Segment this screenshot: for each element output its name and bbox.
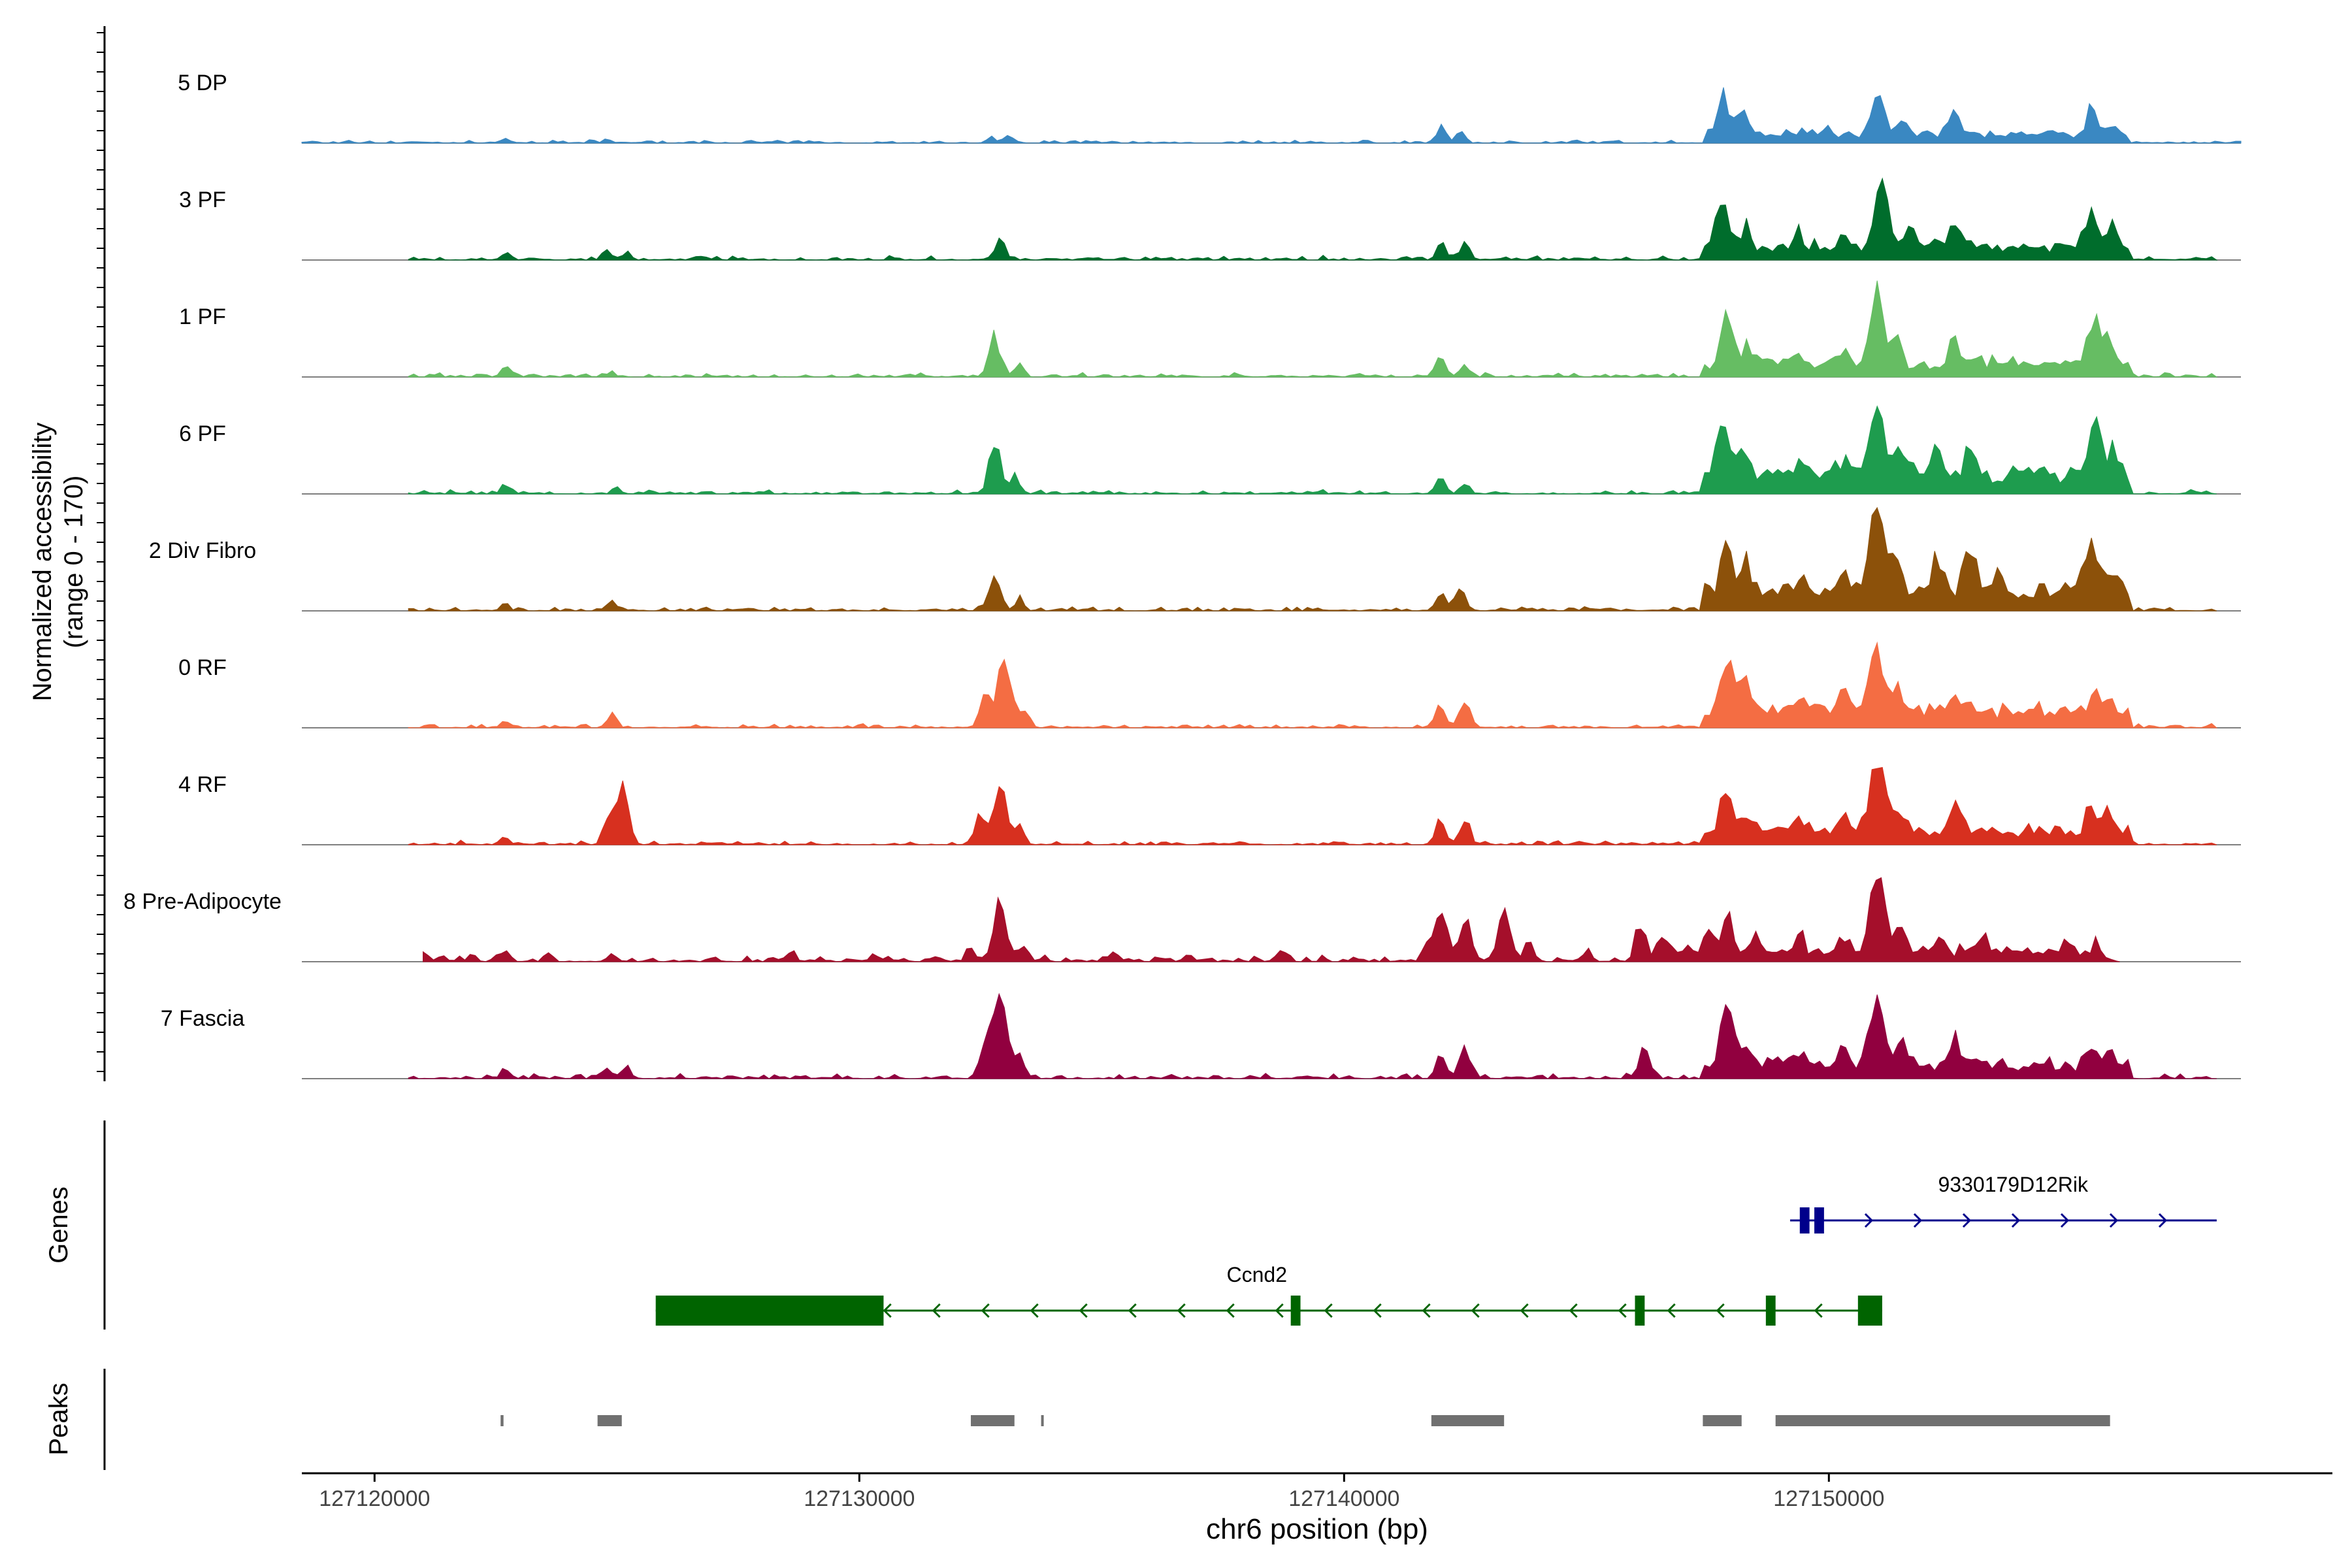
x-tick-label: 127130000 <box>804 1486 915 1511</box>
strand-arrow <box>1422 1303 1431 1318</box>
coverage-track: 0 RF <box>178 641 2241 728</box>
track-label: 8 Pre-Adipocyte <box>123 889 282 914</box>
gene-ccnd2: Ccnd2 <box>655 1263 1882 1326</box>
coverage-area <box>408 405 2217 495</box>
track-label: 1 PF <box>179 304 226 329</box>
strand-arrow <box>1177 1303 1186 1318</box>
coverage-area <box>408 506 2217 612</box>
track-label: 4 RF <box>178 772 227 797</box>
coverage-area <box>301 87 2242 144</box>
peak-track <box>500 1415 2110 1426</box>
gene-exon <box>1814 1207 1824 1233</box>
y-axis-title: Normalized accessibility <box>28 423 57 702</box>
strand-arrow <box>1128 1303 1137 1318</box>
x-tick-label: 127140000 <box>1288 1486 1399 1511</box>
strand-arrow <box>2011 1213 2021 1228</box>
peak-region <box>1775 1415 2110 1426</box>
strand-arrow <box>1471 1303 1480 1318</box>
coverage-track: 3 PF <box>179 177 2241 261</box>
strand-arrow <box>1618 1303 1627 1318</box>
strand-arrow <box>1814 1303 1823 1318</box>
gene-exon <box>1857 1296 1882 1326</box>
strand-arrow <box>1667 1303 1676 1318</box>
strand-arrow <box>883 1303 892 1318</box>
x-axis-title: chr6 position (bp) <box>1206 1513 1428 1545</box>
coverage-area <box>408 767 2217 845</box>
coverage-axis-ticks <box>97 32 105 1072</box>
track-label: 7 Fascia <box>161 1006 245 1031</box>
peak-region <box>500 1415 504 1426</box>
gene-9330179d12rik: 9330179D12Rik <box>1789 1173 2217 1233</box>
strand-arrow <box>1716 1303 1725 1318</box>
peak-region <box>1703 1415 1742 1426</box>
genes-track-label: Genes <box>44 1186 73 1264</box>
gene-track: Ccnd2 9330179D12Rik <box>655 1173 2217 1326</box>
peak-region <box>970 1415 1015 1426</box>
gene-name: 9330179D12Rik <box>1938 1173 2089 1196</box>
gene-name: Ccnd2 <box>1226 1263 1287 1286</box>
strand-arrow <box>2158 1213 2168 1228</box>
coverage-track: 2 Div Fibro <box>149 506 2241 612</box>
y-axis-range: (range 0 - 170) <box>59 476 88 649</box>
strand-arrow <box>981 1303 990 1318</box>
strand-arrow <box>1079 1303 1088 1318</box>
strand-arrow <box>1226 1303 1235 1318</box>
gene-exon <box>1799 1207 1810 1233</box>
coverage-tracks: 5 DP 3 PF 1 PF 6 PF 2 Div Fibro 0 RF 4 RF 8 Pre… <box>123 71 2242 1079</box>
strand-arrow <box>1864 1213 1874 1228</box>
strand-arrow <box>2109 1213 2119 1228</box>
peak-region <box>597 1415 622 1426</box>
coverage-area <box>408 641 2218 728</box>
gene-exon <box>1290 1296 1301 1326</box>
strand-arrow <box>1373 1303 1382 1318</box>
track-label: 5 DP <box>178 71 227 95</box>
track-label: 2 Div Fibro <box>149 538 256 563</box>
coverage-track: 1 PF <box>179 280 2241 378</box>
x-tick-label: 127120000 <box>319 1486 430 1511</box>
track-label: 3 PF <box>179 188 226 212</box>
x-axis-ticks: 127120000 127130000 127140000 127150000 <box>319 1473 1884 1511</box>
strand-arrow <box>1913 1213 1923 1228</box>
strand-arrow <box>1030 1303 1039 1318</box>
strand-arrow <box>1962 1213 1972 1228</box>
peak-region <box>1431 1415 1505 1426</box>
peaks-track-label: Peaks <box>44 1382 73 1455</box>
strand-arrow <box>1275 1303 1284 1318</box>
strand-arrow <box>1324 1303 1333 1318</box>
peak-region <box>1041 1415 1044 1426</box>
coverage-area <box>408 992 2217 1079</box>
track-label: 6 PF <box>179 421 226 446</box>
gene-exon <box>655 1296 884 1326</box>
coverage-track: 6 PF <box>179 405 2241 495</box>
strand-arrow <box>932 1303 941 1318</box>
strand-arrow <box>1569 1303 1578 1318</box>
strand-arrow <box>1520 1303 1529 1318</box>
coverage-track: 8 Pre-Adipocyte <box>123 877 2241 962</box>
gene-exon <box>1635 1296 1645 1326</box>
coverage-track: 7 Fascia <box>161 992 2241 1079</box>
coverage-area <box>408 280 2218 378</box>
coverage-area <box>423 877 2120 962</box>
coverage-track: 5 DP <box>178 71 2242 144</box>
x-tick-label: 127150000 <box>1773 1486 1884 1511</box>
strand-arrow <box>2060 1213 2070 1228</box>
track-label: 0 RF <box>178 655 227 680</box>
coverage-area <box>408 177 2218 261</box>
coverage-track: 4 RF <box>178 767 2241 845</box>
gene-exon <box>1765 1296 1776 1326</box>
